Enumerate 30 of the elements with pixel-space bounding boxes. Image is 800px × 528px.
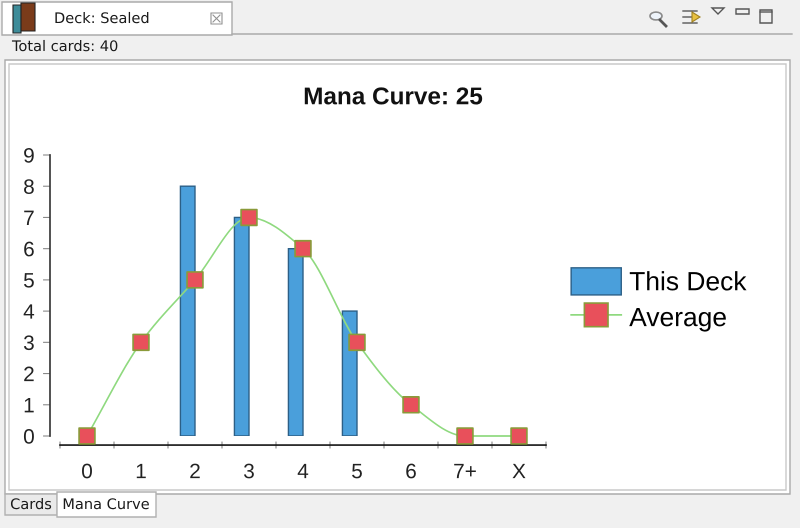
- text: Mana Curve: [64, 498, 149, 510]
- x-tick-label: 5: [352, 464, 362, 478]
- x-tick-label: 2: [190, 464, 200, 478]
- chart-title: Mana Curve: 25: [304, 87, 482, 105]
- text: Cards: [10, 498, 52, 510]
- x-tick-label: X: [512, 464, 526, 478]
- x-tick-label: 6: [406, 464, 416, 478]
- y-tick-label: 0: [24, 429, 34, 444]
- y-tick-label: 4: [24, 304, 34, 319]
- y-tick-label: 1: [24, 398, 34, 412]
- x-tick-label: 4: [298, 464, 308, 478]
- bar: [234, 216, 250, 436]
- x-tick-label: 0: [82, 464, 92, 478]
- x-tick-label: 7+: [454, 464, 476, 478]
- y-tick-label: 3: [24, 335, 34, 350]
- bar: [342, 310, 358, 436]
- y-tick-label: 9: [24, 148, 34, 163]
- text: Deck: Sealed: [55, 12, 148, 24]
- y-tick-label: 2: [24, 366, 34, 382]
- y-tick-label: 7: [24, 210, 34, 225]
- y-tick-label: 6: [24, 242, 34, 256]
- legend-label: This Deck: [630, 271, 747, 291]
- text: Total cards: 40: [12, 40, 118, 52]
- x-tick-label: 1: [136, 464, 146, 478]
- bar: [180, 186, 196, 436]
- y-tick-label: 8: [24, 179, 34, 194]
- legend-label: Average: [629, 308, 726, 332]
- bar: [288, 248, 304, 436]
- x-tick-label: 3: [244, 464, 254, 478]
- y-tick-label: 5: [24, 273, 34, 288]
